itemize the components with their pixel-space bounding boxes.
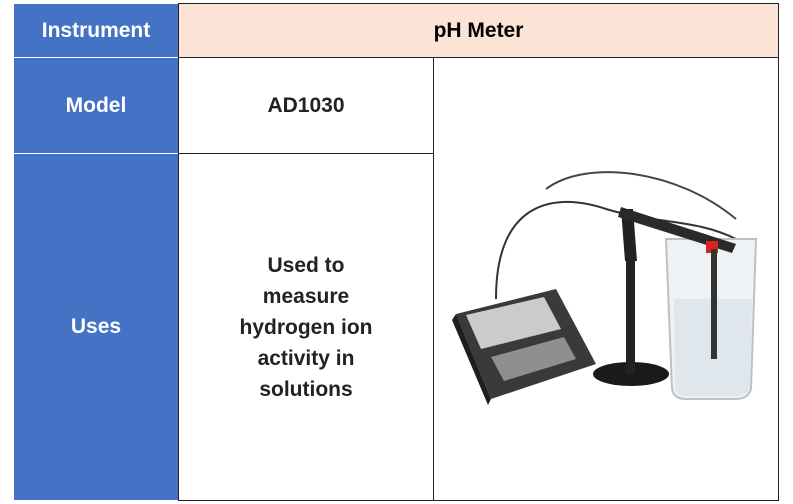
page: Instrument pH Meter Model AD1030 Uses Us… (0, 0, 793, 504)
value-text: Used to measure hydrogen ion activity in… (226, 250, 386, 405)
row-label: Instrument (13, 3, 179, 58)
ph-meter-image (436, 149, 776, 409)
value-text: AD1030 (267, 94, 344, 118)
row-label: Uses (13, 153, 179, 501)
label-text: Instrument (42, 19, 151, 43)
value-cell: Used to measure hydrogen ion activity in… (178, 153, 434, 501)
header-text: pH Meter (434, 19, 524, 43)
image-cell (433, 57, 779, 501)
label-text: Uses (71, 315, 121, 339)
label-text: Model (66, 94, 127, 118)
row-label: Model (13, 57, 179, 154)
header-cell: pH Meter (178, 3, 779, 58)
value-cell: AD1030 (178, 57, 434, 154)
